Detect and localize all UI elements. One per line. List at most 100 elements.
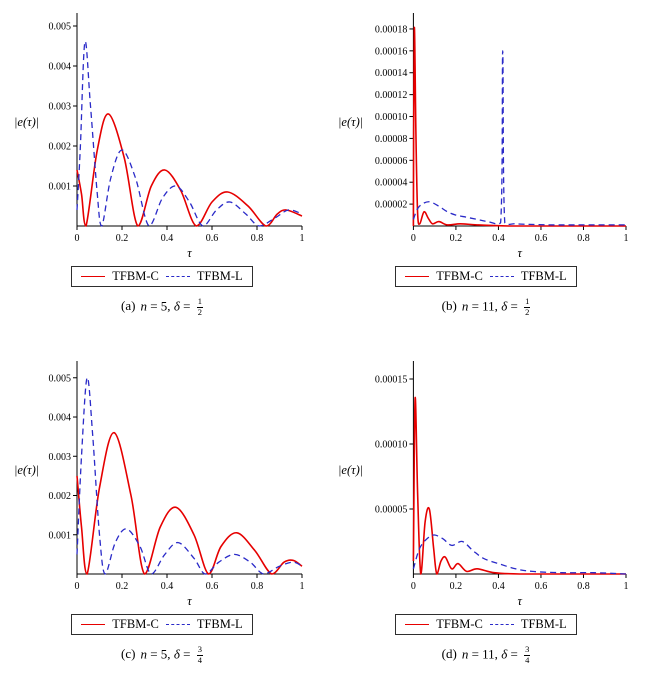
svg-text:|e(τ)|: |e(τ)|	[338, 115, 363, 129]
subplot-b: 0.00002 0.00004 0.00006 0.00008 0.00010 0.000…	[324, 0, 648, 348]
svg-text:0.00010: 0.00010	[375, 440, 408, 451]
caption-n-var: n	[140, 646, 147, 662]
svg-text:0.4: 0.4	[161, 233, 174, 244]
caption-index: (b)	[441, 298, 457, 314]
svg-text:0.00006: 0.00006	[375, 156, 408, 167]
legend-label-tfbm-c: TFBM-C	[436, 269, 483, 283]
svg-text:0.2: 0.2	[116, 233, 129, 244]
svg-text:0.005: 0.005	[49, 373, 72, 384]
svg-text:0.00014: 0.00014	[375, 68, 408, 79]
chart-a: 0.001 0.002 0.003 0.004 0.005 0 0.2 0.4 0.6 0.8 1 |…	[14, 13, 305, 260]
svg-text:0.001: 0.001	[49, 530, 72, 541]
svg-text:0.4: 0.4	[492, 581, 505, 592]
svg-text:1: 1	[300, 233, 305, 244]
svg-text:0.2: 0.2	[450, 233, 463, 244]
subplot-a: 0.001 0.002 0.003 0.004 0.005 0 0.2 0.4 0.6 0.8 1 |…	[0, 0, 324, 348]
svg-text:0.00012: 0.00012	[375, 90, 408, 101]
svg-text:|e(τ)|: |e(τ)|	[14, 115, 39, 129]
svg-text:τ: τ	[517, 594, 522, 608]
svg-text:0: 0	[75, 233, 80, 244]
caption-delta-eq: =	[507, 646, 522, 662]
subplot-c: 0.001 0.002 0.003 0.004 0.005 0 0.2 0.4 0.6 0.8 1 |…	[0, 348, 324, 697]
caption-n-var: n	[461, 646, 469, 662]
svg-text:0: 0	[411, 581, 416, 592]
caption-delta-var: δ	[501, 298, 508, 314]
legend-label-tfbm-l: TFBM-L	[196, 617, 243, 631]
caption-delta-eq: =	[507, 298, 522, 314]
svg-text:0.4: 0.4	[492, 233, 505, 244]
caption-n-var: n	[461, 298, 469, 314]
svg-text:0.6: 0.6	[535, 581, 548, 592]
svg-text:0: 0	[75, 581, 80, 592]
tfbm-l-line-icon	[489, 276, 514, 277]
svg-text:1: 1	[300, 581, 305, 592]
svg-text:0.001: 0.001	[49, 182, 72, 193]
legend-a: TFBM-C TFBM-L	[71, 266, 253, 287]
tfbm-l-line-icon	[165, 276, 190, 277]
caption-n-value: = 5,	[146, 298, 174, 314]
svg-text:1: 1	[624, 581, 629, 592]
svg-text:0.00018: 0.00018	[375, 24, 408, 35]
svg-text:0.005: 0.005	[49, 22, 72, 33]
svg-text:|e(τ)|: |e(τ)|	[14, 463, 39, 477]
svg-text:0.6: 0.6	[206, 233, 219, 244]
svg-text:0.2: 0.2	[116, 581, 129, 592]
tfbm-c-line-icon	[81, 276, 106, 277]
caption-delta-eq: =	[179, 646, 194, 662]
subplot-d: 0.00005 0.00010 0.00015 0 0.2 0.4 0.6 0.8 1 |e(τ)…	[324, 348, 648, 697]
svg-text:0.8: 0.8	[577, 233, 590, 244]
svg-text:0.00015: 0.00015	[375, 375, 408, 386]
svg-text:0.004: 0.004	[49, 413, 72, 424]
legend-label-tfbm-c: TFBM-C	[112, 269, 159, 283]
svg-text:0.2: 0.2	[450, 581, 463, 592]
caption-index: (d)	[441, 646, 457, 662]
caption-n-var: n	[140, 298, 147, 314]
legend-label-tfbm-c: TFBM-C	[436, 617, 483, 631]
svg-text:0.4: 0.4	[161, 581, 174, 592]
svg-text:0.002: 0.002	[49, 491, 72, 502]
tfbm-l-line-icon	[165, 624, 190, 625]
legend-b: TFBM-C TFBM-L	[395, 266, 577, 287]
caption-n-value: = 11,	[468, 646, 502, 662]
svg-text:0.00008: 0.00008	[375, 134, 408, 145]
svg-text:0.6: 0.6	[206, 581, 219, 592]
chart-c: 0.001 0.002 0.003 0.004 0.005 0 0.2 0.4 0.6 0.8 1 |…	[14, 361, 305, 608]
svg-text:τ: τ	[517, 246, 522, 260]
caption-index: (c)	[121, 646, 136, 662]
caption-delta-var: δ	[501, 646, 508, 662]
svg-text:0.003: 0.003	[49, 452, 72, 463]
svg-text:0.8: 0.8	[251, 233, 264, 244]
svg-text:0.8: 0.8	[577, 581, 590, 592]
caption-delta-eq: =	[179, 298, 194, 314]
svg-text:1: 1	[624, 233, 629, 244]
legend-d: TFBM-C TFBM-L	[395, 614, 577, 635]
svg-text:0.003: 0.003	[49, 102, 72, 113]
svg-text:0.00010: 0.00010	[375, 112, 408, 123]
svg-text:0: 0	[411, 233, 416, 244]
chart-b: 0.00002 0.00004 0.00006 0.00008 0.00010 0.000…	[338, 13, 629, 260]
tfbm-l-line-icon	[489, 624, 514, 625]
tfbm-c-line-icon	[405, 276, 430, 277]
svg-text:0.6: 0.6	[535, 233, 548, 244]
legend-label-tfbm-c: TFBM-C	[112, 617, 159, 631]
chart-d: 0.00005 0.00010 0.00015 0 0.2 0.4 0.6 0.8 1 |e(τ)…	[338, 361, 629, 608]
svg-text:0.004: 0.004	[49, 62, 72, 73]
svg-text:0.00004: 0.00004	[375, 178, 408, 189]
svg-text:τ: τ	[187, 246, 192, 260]
svg-text:0.002: 0.002	[49, 142, 72, 153]
svg-text:0.00016: 0.00016	[375, 46, 408, 57]
caption-delta-var: δ	[173, 646, 180, 662]
legend-label-tfbm-l: TFBM-L	[520, 617, 567, 631]
tfbm-c-line-icon	[405, 624, 430, 625]
svg-text:|e(τ)|: |e(τ)|	[338, 463, 363, 477]
legend-label-tfbm-l: TFBM-L	[196, 269, 243, 283]
legend-c: TFBM-C TFBM-L	[71, 614, 253, 635]
